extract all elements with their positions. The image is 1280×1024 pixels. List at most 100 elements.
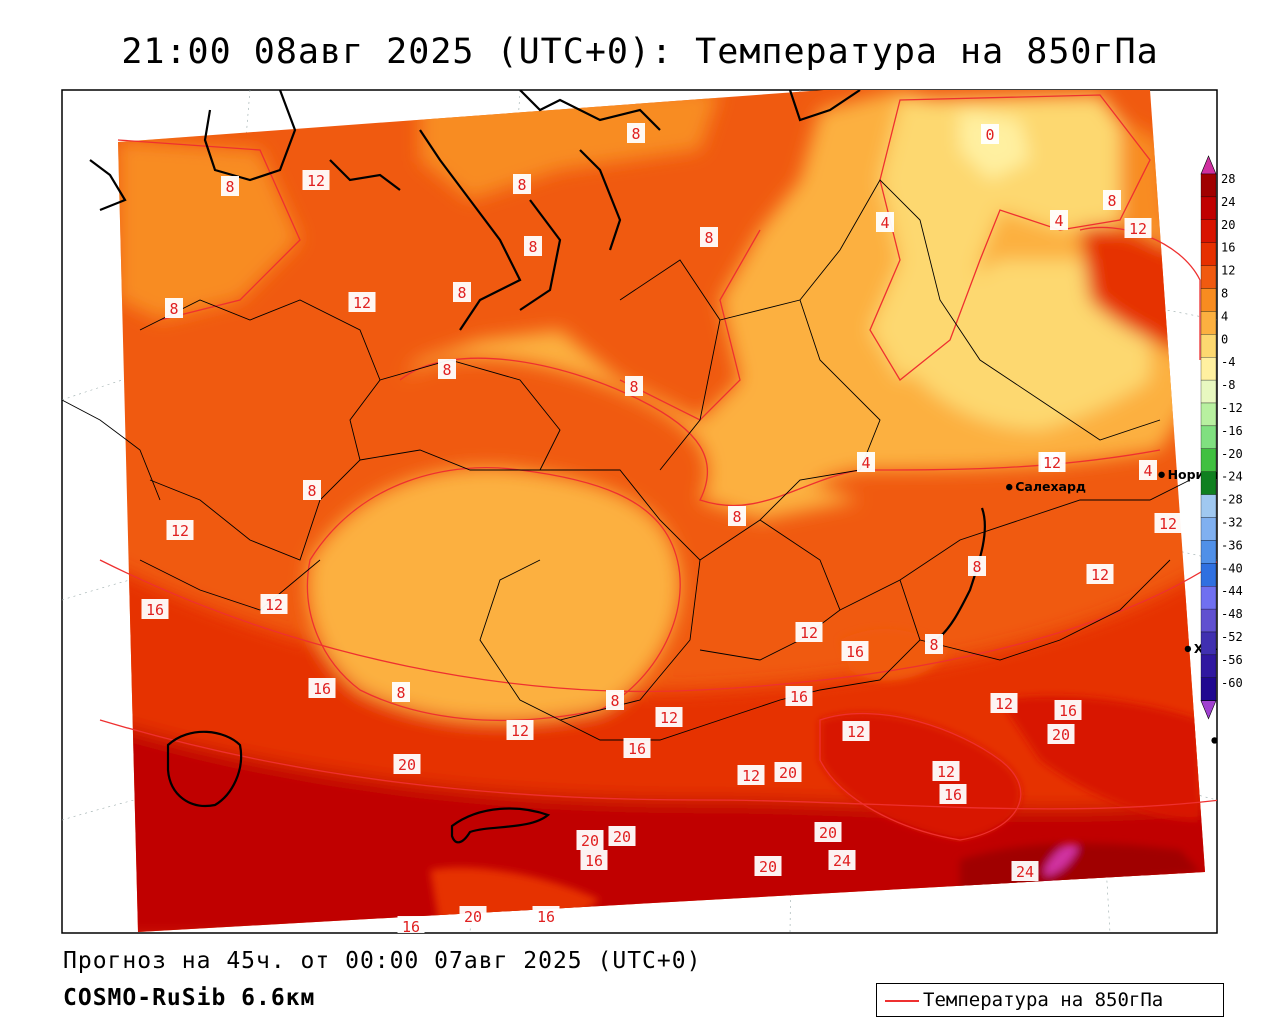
contour-label: 8 [627,123,645,143]
colorbar-tick-label: -16 [1221,424,1243,438]
svg-text:20: 20 [1052,726,1070,744]
svg-text:12: 12 [847,723,865,741]
contour-label: 20 [576,830,604,850]
colorbar-swatch [1200,654,1217,678]
svg-text:8: 8 [704,229,713,247]
contour-label: 12 [1154,513,1182,533]
svg-text:12: 12 [1043,454,1061,472]
colorbar-swatch [1200,196,1217,220]
svg-text:16: 16 [585,852,603,870]
svg-text:8: 8 [517,176,526,194]
contour-label: 8 [303,480,321,500]
contour-label: 12 [260,594,288,614]
svg-text:8: 8 [169,300,178,318]
map-legend: Температура на 850гПа [876,983,1224,1017]
contour-label: 8 [968,556,986,576]
contour-label: 4 [857,452,875,472]
svg-text:12: 12 [660,709,678,727]
svg-text:4: 4 [1054,212,1063,230]
contour-label: 12 [990,693,1018,713]
colorbar-tick-label: -40 [1221,561,1243,575]
contour-label: 20 [1047,724,1075,744]
colorbar-tick-label: -56 [1221,653,1243,667]
svg-text:0: 0 [985,126,994,144]
colorbar-tick-label: -52 [1221,630,1243,644]
city-label: Салехард [1015,479,1086,494]
contour-label: 16 [623,738,651,758]
svg-text:20: 20 [398,756,416,774]
contour-label: 8 [438,359,456,379]
city-label: Челябинск [1275,781,1280,796]
svg-text:8: 8 [1107,192,1116,210]
svg-text:16: 16 [537,908,555,926]
colorbar-swatch [1200,379,1217,404]
svg-text:8: 8 [610,692,619,710]
svg-text:12: 12 [1129,220,1147,238]
contour-label: 8 [700,227,718,247]
map-title: 21:00 08авг 2025 (UTC+0): Температура на… [121,32,1159,72]
colorbar-tick-label: -32 [1221,516,1243,530]
contour-label: 12 [348,292,376,312]
colorbar-swatch [1200,242,1217,266]
colorbar-swatch [1200,540,1217,564]
svg-text:16: 16 [402,918,420,936]
colorbar-swatch [1200,288,1217,312]
contour-label: 20 [754,856,782,876]
colorbar-swatch [1200,357,1217,381]
svg-text:16: 16 [790,688,808,706]
contour-label: 4 [876,212,894,232]
contour-label: 8 [221,176,239,196]
svg-text:20: 20 [779,764,797,782]
svg-text:12: 12 [1091,566,1109,584]
legend-label: Температура на 850гПа [923,989,1164,1011]
colorbar-swatch [1200,563,1217,587]
contour-label: 4 [1139,460,1157,480]
colorbar-tick-label: 8 [1221,287,1228,301]
svg-text:16: 16 [146,601,164,619]
contour-label: 8 [1103,190,1121,210]
contour-label: 8 [165,298,183,318]
colorbar-tick-label: 28 [1221,172,1235,186]
contour-label: 12 [506,720,534,740]
svg-text:4: 4 [861,454,870,472]
colorbar-tick-label: -20 [1221,447,1243,461]
contour-label: 12 [302,170,330,190]
colorbar-swatch [1200,448,1217,472]
svg-text:20: 20 [819,824,837,842]
svg-text:12: 12 [307,172,325,190]
svg-text:8: 8 [929,636,938,654]
contour-label: 8 [625,376,643,396]
city-label: Екатеринбург [1221,732,1280,747]
colorbar-tick-label: 0 [1221,332,1228,346]
contour-label: 8 [453,282,471,302]
colorbar-swatch [1200,677,1217,701]
coastline [89,90,986,844]
contour-label: 8 [925,634,943,654]
colorbar: 28 24 20 16 12 8 4 0 -4 -8 -12 -16 -20 -24 -28 -32 -36 -4… [1200,155,1243,720]
svg-text:24: 24 [1016,863,1034,881]
svg-text:8: 8 [631,125,640,143]
forecast-info: Прогноз на 45ч. от 00:00 07авг 2025 (UTC… [63,948,702,974]
svg-text:8: 8 [442,361,451,379]
colorbar-swatch [1200,311,1217,335]
contour-label: 8 [513,174,531,194]
contour-label: 16 [532,906,560,926]
contour-labels: 0444448888888888888888121212121212121212… [141,123,1182,936]
colorbar-swatch [1200,471,1217,495]
colorbar-tick-label: 16 [1221,241,1235,255]
contour-label: 16 [841,641,869,661]
svg-text:12: 12 [353,294,371,312]
svg-text:16: 16 [944,786,962,804]
contour-label: 24 [828,850,856,870]
svg-text:8: 8 [225,178,234,196]
svg-text:20: 20 [759,858,777,876]
contour-label: 24 [1011,861,1039,881]
colorbar-swatch [1200,425,1217,449]
colorbar-swatch [1200,402,1217,427]
svg-text:16: 16 [1059,702,1077,720]
svg-text:8: 8 [972,558,981,576]
svg-text:8: 8 [528,238,537,256]
svg-text:12: 12 [937,763,955,781]
model-name: COSMO-RuSib 6.6км [63,985,316,1011]
colorbar-swatch [1200,631,1217,656]
